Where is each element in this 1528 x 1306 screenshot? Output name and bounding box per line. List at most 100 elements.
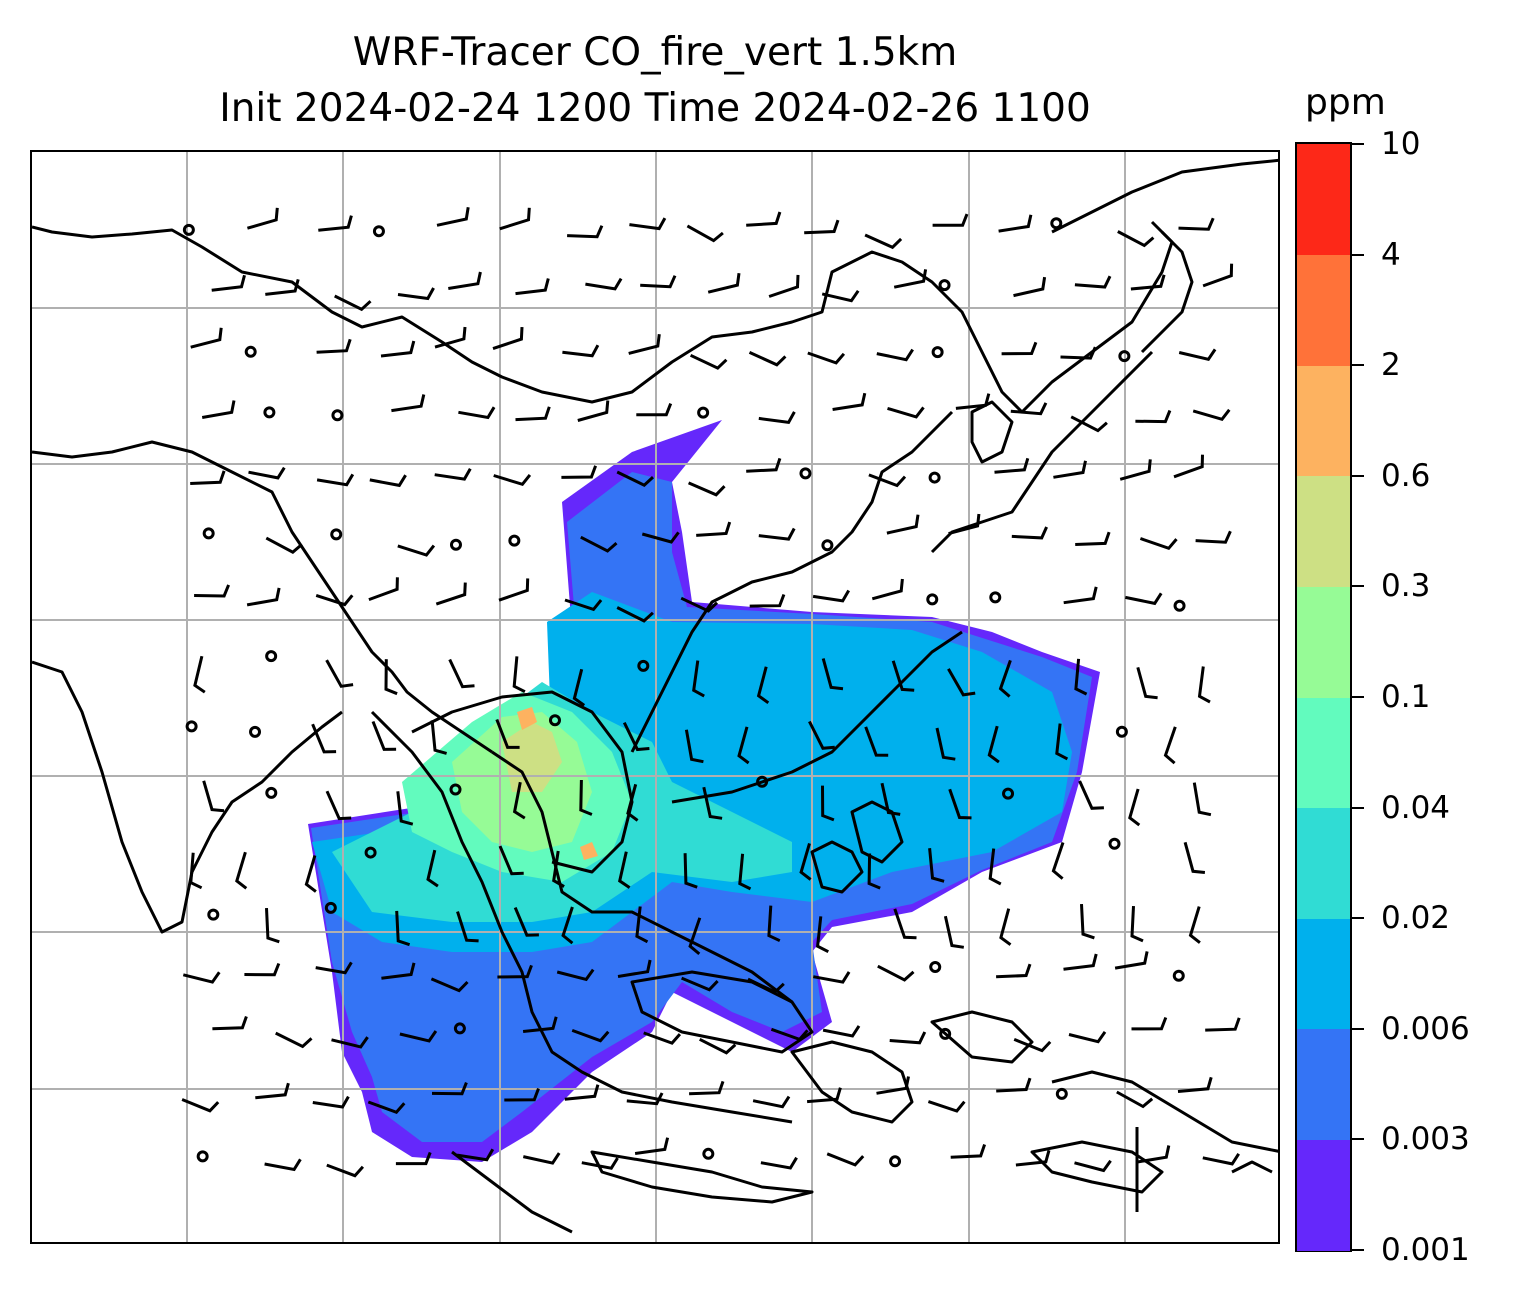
calm-wind-circle <box>207 908 220 921</box>
wind-barb <box>312 1095 350 1109</box>
calm-wind-circle <box>449 538 462 551</box>
wind-barb <box>643 1031 682 1045</box>
colorbar-tick-label: 10 <box>1381 126 1421 162</box>
wind-barb <box>806 1087 842 1104</box>
colorbar-segment <box>1297 1139 1350 1251</box>
coastline-segment <box>1030 1140 1164 1194</box>
wind-barb <box>1188 906 1201 944</box>
wind-barb <box>689 1080 725 1096</box>
wind-barb <box>738 853 752 891</box>
wind-barb <box>572 668 586 707</box>
wind-barb <box>688 917 702 956</box>
calm-wind-circle <box>185 720 198 733</box>
wind-barb <box>692 660 705 698</box>
wind-barb <box>190 470 226 485</box>
wind-barb <box>513 907 539 937</box>
wind-barb <box>304 855 317 893</box>
wind-barb <box>522 1016 558 1033</box>
coastline-segment <box>930 350 1154 554</box>
wind-barb <box>737 726 750 765</box>
wind-barb <box>1130 906 1144 943</box>
wind-barb <box>435 582 467 606</box>
wind-barb <box>581 1157 619 1170</box>
colorbar-unit-label: ppm <box>1305 82 1386 123</box>
wind-barb <box>1192 408 1231 422</box>
wind-barb <box>397 287 435 301</box>
wind-barb <box>325 790 352 821</box>
colorbar-tick-label: 2 <box>1381 347 1401 384</box>
colorbar-tick-label: 0.001 <box>1381 1232 1470 1268</box>
wind-barb <box>564 598 603 612</box>
wind-barb <box>430 720 447 755</box>
wind-barb <box>636 403 673 417</box>
wind-barb <box>1080 904 1095 940</box>
wind-barb <box>748 351 787 367</box>
wind-barb <box>864 233 903 250</box>
wind-barb <box>877 964 915 982</box>
wind-barb <box>626 1092 664 1106</box>
wind-barb <box>893 269 928 289</box>
wind-barb <box>746 211 782 227</box>
wind-barb <box>1053 460 1087 479</box>
wind-barb <box>397 544 436 557</box>
coastline-segment <box>32 220 1174 414</box>
wind-barb <box>1074 1159 1112 1173</box>
coastline-segment <box>411 690 634 874</box>
wind-barb <box>492 327 524 351</box>
wind-barb <box>634 1137 670 1155</box>
wind-barb <box>1063 586 1098 605</box>
wind-barb <box>367 1100 406 1115</box>
wind-barb <box>635 906 649 944</box>
calm-wind-circle <box>1050 217 1063 230</box>
wind-barb <box>886 514 920 535</box>
calm-wind-circle <box>265 650 278 663</box>
wind-barb <box>561 465 598 479</box>
wind-barb <box>948 513 981 536</box>
map-plot-area <box>32 152 1278 1242</box>
concentration-contour <box>502 722 562 792</box>
wind-barb <box>381 962 416 980</box>
colorbar-tick-mark <box>1352 585 1364 588</box>
calm-wind-circle <box>1172 969 1185 982</box>
wind-barb <box>616 470 655 487</box>
calm-wind-circle <box>508 534 521 547</box>
coastlines <box>32 158 1278 1234</box>
wind-barb <box>1125 592 1163 606</box>
wind-barb <box>1173 454 1204 479</box>
wind-barb <box>318 215 353 232</box>
wind-barb <box>246 207 279 230</box>
wind-barb <box>194 584 230 598</box>
colorbar-segment <box>1297 365 1350 477</box>
calm-wind-circle <box>939 1027 952 1040</box>
wind-barb <box>988 848 1002 886</box>
coastline-segment <box>850 800 904 864</box>
wind-barb <box>1139 537 1178 551</box>
wind-barb <box>622 721 650 752</box>
wind-barb <box>683 853 698 889</box>
wind-barb <box>430 977 469 993</box>
wind-barb <box>994 457 1030 474</box>
coastline-segment <box>790 1040 914 1124</box>
wind-barb <box>752 1095 791 1109</box>
wind-barb <box>436 206 470 227</box>
wind-barb <box>998 659 1012 698</box>
wind-barb <box>707 273 741 294</box>
wind-barbs <box>181 206 1241 1178</box>
wind-barb <box>889 1031 927 1045</box>
coastline-segment <box>1140 230 1194 354</box>
wind-barb <box>696 521 732 537</box>
wind-barb <box>641 531 680 544</box>
wind-barb <box>244 962 281 977</box>
wind-barb <box>767 905 781 943</box>
wind-barb <box>871 578 904 601</box>
colorbar-tick-mark <box>1352 917 1364 920</box>
colorbar-tick-mark <box>1352 253 1364 256</box>
wind-barb <box>189 852 203 890</box>
wind-barb <box>395 910 411 947</box>
wind-barb <box>325 659 354 688</box>
calm-wind-circle <box>249 725 262 738</box>
wind-barb <box>585 277 623 291</box>
wind-barb <box>448 271 482 290</box>
wind-barb <box>821 785 835 822</box>
wind-barb <box>747 977 785 994</box>
